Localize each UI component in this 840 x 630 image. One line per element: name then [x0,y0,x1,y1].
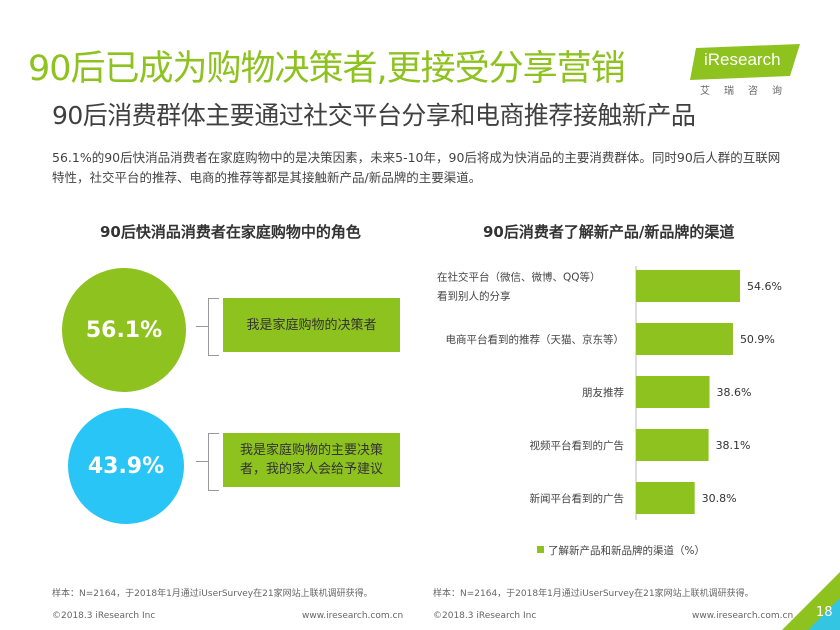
bar-4 [636,482,695,514]
bar-0 [636,270,740,302]
page-subtitle: 90后消费群体主要通过社交平台分享和电商推荐接触新产品 [52,101,696,130]
left-panel-title: 90后快消品消费者在家庭购物中的角色 [100,223,361,241]
bracket-tick-1 [196,326,208,327]
bar-value-label-1: 50.9% [740,333,775,346]
url-left: www.iresearch.com.cn [302,611,404,621]
left-footnote: 样本：N=2164，于2018年1月通过iUserSurvey在21家网站上联机… [52,589,373,599]
decision-maker-label: 我是家庭购物的决策者 [223,298,400,352]
page-number: 18 [816,605,833,620]
bar-1 [636,323,733,355]
copyright-right: ©2018.3 iResearch Inc [433,611,537,621]
category-label-2: 朋友推荐 [582,386,624,399]
category-label-4: 新闻平台看到的广告 [530,492,625,505]
copyright-left: ©2018.3 iResearch Inc [52,611,156,621]
logo-text: iResearch [704,50,781,69]
logo-shape [690,44,800,80]
bracket-1 [208,298,219,356]
category-label-0-line0: 在社交平台（微信、微博、QQ等） [437,271,601,284]
bar-2 [636,376,710,408]
bar-value-label-4: 30.8% [702,492,737,505]
bracket-2 [208,433,219,491]
category-label-0-line1: 看到别人的分享 [437,290,511,303]
intro-paragraph: 56.1%的90后快消品消费者在家庭购物中的是决策因素，未来5-10年，90后将… [52,150,781,185]
category-label-1: 电商平台看到的推荐（天猫、京东等） [446,333,625,346]
bar-3 [636,429,709,461]
category-label-3: 视频平台看到的广告 [530,439,625,452]
decision-maker-circle: 56.1% [62,268,186,392]
right-footnote: 样本：N=2164，于2018年1月通过iUserSurvey在21家网站上联机… [433,589,754,599]
bar-value-label-2: 38.6% [717,386,752,399]
legend-label: 了解新产品和新品牌的渠道（%） [548,544,705,557]
bar-value-label-3: 38.1% [716,439,751,452]
url-right: www.iresearch.com.cn [692,611,794,621]
bracket-tick-2 [196,461,208,462]
logo-subtext: 艾瑞咨询 [700,86,796,97]
legend-swatch [537,546,544,553]
iresearch-logo: iResearch 艾瑞咨询 [690,44,800,98]
main-decision-maker-circle: 43.9% [68,408,184,524]
chart-title: 90后消费者了解新产品/新品牌的渠道 [483,223,735,241]
bar-value-label-0: 54.6% [747,280,782,293]
page-title: 90后已成为购物决策者,更接受分享营销 [28,49,626,89]
main-decision-maker-label: 我是家庭购物的主要决策者，我的家人会给予建议 [223,433,400,487]
